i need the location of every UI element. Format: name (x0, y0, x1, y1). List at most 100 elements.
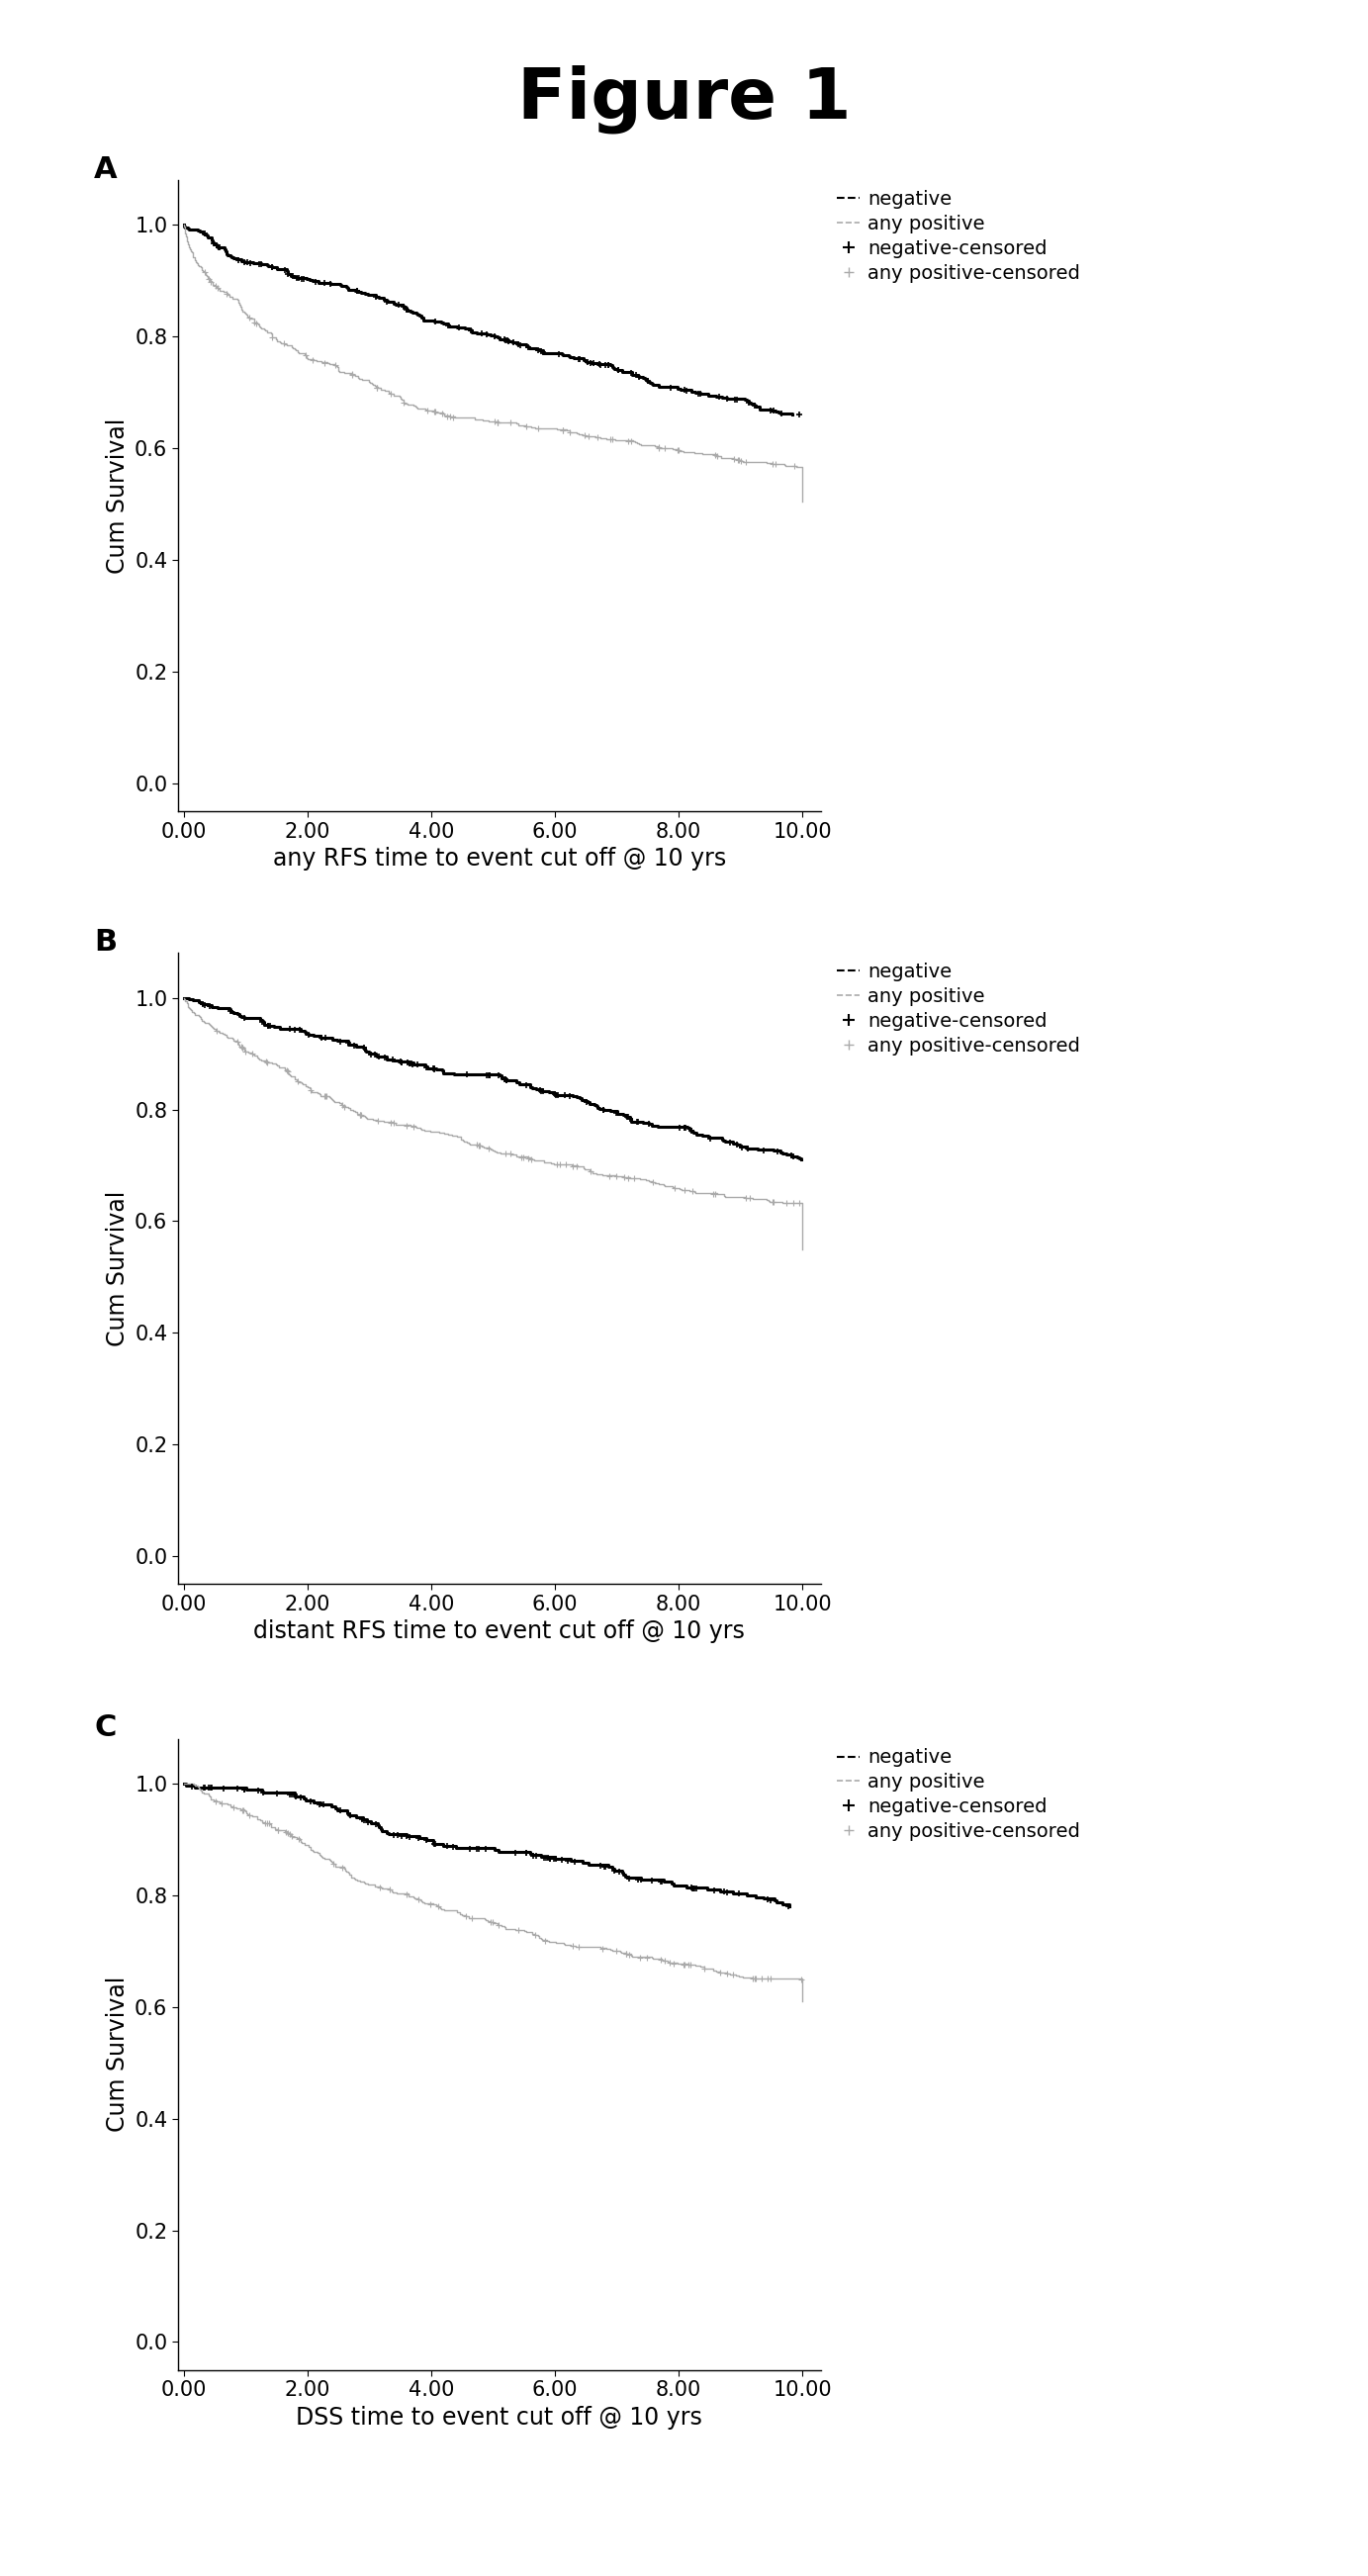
Point (261, 247, 283, 289)
Point (364, 1036, 386, 1077)
Point (245, 304, 267, 345)
Point (562, 1146, 584, 1188)
Point (398, 1043, 420, 1084)
Point (249, 242, 271, 283)
Point (650, 1860, 672, 1901)
Point (674, 1108, 696, 1149)
Point (365, 276, 387, 317)
Point (605, 1929, 627, 1971)
Point (683, 1868, 705, 1909)
Point (709, 1953, 731, 1994)
Point (423, 1048, 445, 1090)
Point (763, 1182, 785, 1224)
Point (205, 1780, 227, 1821)
Point (181, 1767, 202, 1808)
Point (673, 1170, 695, 1211)
Point (477, 1054, 499, 1095)
Point (395, 1105, 417, 1146)
Point (383, 1103, 405, 1144)
Point (395, 1873, 417, 1914)
Point (553, 410, 575, 451)
Point (231, 1790, 253, 1832)
Point (535, 1837, 557, 1878)
Point (479, 1054, 501, 1095)
Point (562, 1924, 584, 1965)
Point (198, 1767, 220, 1808)
Point (666, 430, 688, 471)
Point (387, 1816, 409, 1857)
Point (241, 1033, 263, 1074)
Point (529, 330, 551, 371)
Point (544, 1074, 566, 1115)
Point (640, 1860, 662, 1901)
Point (607, 350, 629, 392)
Point (267, 1808, 289, 1850)
Point (213, 1767, 235, 1808)
Point (380, 374, 402, 415)
Point (298, 1015, 320, 1056)
Point (289, 258, 311, 299)
Point (291, 258, 313, 299)
Point (417, 389, 439, 430)
Point (568, 1927, 590, 1968)
Point (391, 1041, 413, 1082)
Point (762, 389, 784, 430)
Point (449, 307, 471, 348)
Point (424, 392, 446, 433)
Point (650, 1860, 672, 1901)
Point (654, 428, 676, 469)
Point (285, 1777, 306, 1819)
Point (427, 1886, 449, 1927)
Point (402, 1043, 424, 1084)
Point (598, 1157, 620, 1198)
Point (761, 389, 782, 430)
X-axis label: any RFS time to event cut off @ 10 yrs: any RFS time to event cut off @ 10 yrs (272, 848, 726, 871)
Point (618, 1857, 640, 1899)
Point (617, 420, 639, 461)
Point (383, 1814, 405, 1855)
Point (662, 1942, 684, 1984)
Point (254, 1803, 276, 1844)
Point (423, 1048, 445, 1090)
Point (770, 394, 792, 435)
Point (543, 1839, 565, 1880)
Point (457, 1054, 479, 1095)
Point (560, 412, 581, 453)
Point (435, 1826, 457, 1868)
Point (731, 1126, 752, 1167)
Point (508, 325, 529, 366)
Point (416, 1046, 438, 1087)
Point (720, 1123, 741, 1164)
Point (346, 270, 368, 312)
Point (223, 1788, 245, 1829)
Point (390, 1041, 412, 1082)
Point (715, 1953, 737, 1994)
Point (482, 1901, 503, 1942)
Point (776, 1182, 798, 1224)
Point (423, 1048, 445, 1090)
Point (588, 343, 610, 384)
Point (765, 443, 787, 484)
Point (715, 379, 737, 420)
Point (663, 1167, 685, 1208)
Point (278, 1051, 300, 1092)
Point (200, 1767, 222, 1808)
Point (603, 1850, 625, 1891)
Point (560, 1074, 581, 1115)
Point (349, 1095, 371, 1136)
Point (606, 1157, 628, 1198)
Point (390, 1041, 412, 1082)
Point (238, 1795, 260, 1837)
Point (343, 1025, 365, 1066)
Point (442, 1826, 464, 1868)
Point (479, 1901, 501, 1942)
Point (724, 379, 746, 420)
Point (402, 1105, 424, 1146)
Point (494, 1059, 516, 1100)
Point (495, 1059, 517, 1100)
Point (484, 402, 506, 443)
Point (408, 1819, 430, 1860)
Point (636, 1937, 658, 1978)
Point (227, 240, 249, 281)
Point (592, 1090, 614, 1131)
